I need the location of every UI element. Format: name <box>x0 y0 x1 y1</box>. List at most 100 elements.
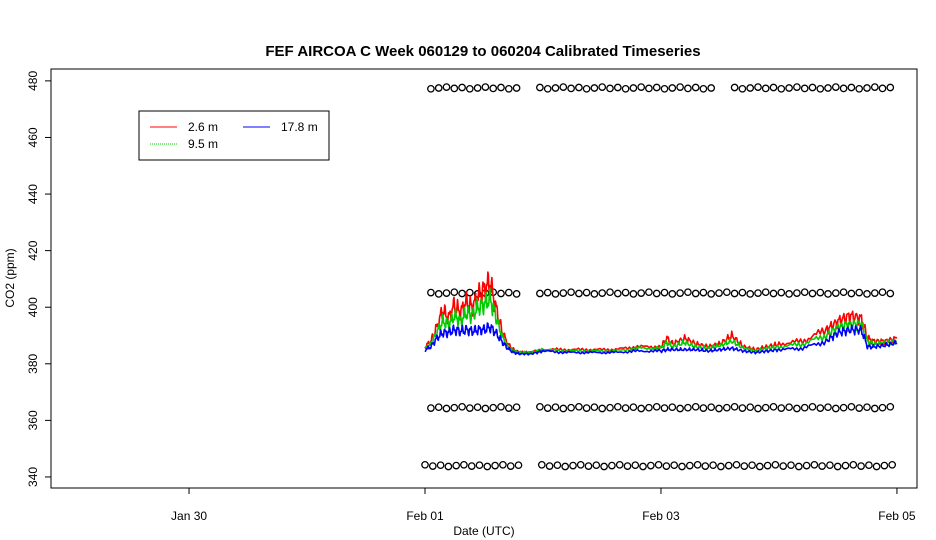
calibration-point <box>504 84 513 93</box>
calibration-point <box>754 404 762 413</box>
calibration-point <box>645 403 653 412</box>
calibration-point <box>771 460 780 469</box>
calibration-point <box>536 83 544 92</box>
calibration-point <box>450 288 459 297</box>
calibration-point <box>427 288 435 297</box>
calibration-point <box>512 290 521 298</box>
calibration-point <box>746 403 755 412</box>
calibration-point <box>818 462 826 470</box>
calibration-point <box>536 402 544 411</box>
calibration-point <box>878 84 887 93</box>
calibration-point <box>839 288 848 297</box>
y-tick-label: 380 <box>26 353 40 373</box>
calibration-point <box>567 84 575 93</box>
calibration-point <box>460 460 468 469</box>
calibration-point <box>592 461 601 470</box>
y-tick-label: 360 <box>26 410 40 430</box>
calibration-point <box>717 462 725 471</box>
calibration-point <box>863 403 871 412</box>
calibration-point <box>810 460 819 469</box>
calibration-point <box>629 290 638 298</box>
calibration-point <box>793 289 801 297</box>
calibration-point <box>465 404 474 412</box>
calibration-point <box>802 461 811 470</box>
calibration-point <box>849 460 858 469</box>
calibration-point <box>465 84 474 93</box>
calibration-point <box>676 404 684 413</box>
calibration-point <box>793 83 801 91</box>
calibration-point <box>434 84 443 92</box>
calibration-point <box>808 83 817 92</box>
calibration-point <box>691 402 700 411</box>
calibration-point <box>514 461 523 470</box>
calibration-point <box>442 83 451 91</box>
calibration-point <box>857 462 865 470</box>
calibration-point <box>590 84 599 92</box>
calibration-point <box>590 290 599 298</box>
calibration-point <box>709 461 717 470</box>
calibration-point <box>536 289 544 298</box>
calibration-point <box>769 289 778 298</box>
y-tick-label: 340 <box>26 467 40 487</box>
calibration-point <box>746 84 755 92</box>
calibration-point <box>777 404 786 412</box>
calibration-point <box>808 289 817 298</box>
calibration-point <box>878 288 887 297</box>
calibration-point <box>886 83 895 92</box>
calibration-point <box>615 460 624 469</box>
calibration-point <box>800 288 809 297</box>
calibration-point <box>467 462 476 470</box>
calibration-point <box>715 289 723 297</box>
calibration-point <box>886 402 895 411</box>
calibration-point <box>652 83 661 92</box>
x-axis: Jan 30 Feb 01 Feb 03 Feb 05 <box>171 488 916 523</box>
calibration-point <box>559 404 568 413</box>
y-axis: 340 360 380 400 420 440 460 480 <box>26 71 51 487</box>
calibration-point <box>847 402 856 411</box>
calibration-point <box>865 461 873 470</box>
calibration-point <box>779 462 788 470</box>
calibration-point <box>600 462 608 471</box>
y-tick-label: 440 <box>26 184 40 204</box>
calibration-point <box>621 404 630 412</box>
calibration-point <box>582 288 591 297</box>
calibration-point <box>576 460 585 469</box>
calibration-point <box>561 462 570 471</box>
calibration-point <box>707 290 716 298</box>
legend: 2.6 m 9.5 m 17.8 m <box>138 110 330 161</box>
calibration-point <box>668 290 677 298</box>
calibration-point <box>489 403 498 412</box>
calibration-point <box>613 289 622 298</box>
calibration-point <box>660 404 669 412</box>
calibration-point <box>870 83 879 91</box>
x-tick-label: Feb 05 <box>878 509 916 523</box>
calibration-point <box>553 461 562 470</box>
calibration-point <box>450 84 459 93</box>
calibration-point <box>567 288 575 297</box>
series-line-9.5m <box>424 287 897 355</box>
calibration-point <box>831 404 840 413</box>
calibration-point <box>794 462 803 471</box>
calibration-point <box>646 461 655 470</box>
calibration-point <box>584 462 593 470</box>
calibration-point <box>452 461 461 470</box>
calibration-point <box>543 288 552 297</box>
calibration-point <box>606 288 614 297</box>
calibration-point <box>660 288 669 297</box>
calibration-point <box>629 403 638 412</box>
calibration-point <box>754 289 762 297</box>
calibration-point <box>824 84 832 92</box>
calibration-point <box>824 403 832 412</box>
calibration-point <box>623 462 632 470</box>
x-tick-label: Feb 01 <box>406 509 444 523</box>
calibration-point <box>637 289 646 297</box>
calibration-point <box>575 83 583 92</box>
calibration-point <box>608 461 616 470</box>
calibration-point <box>504 404 513 412</box>
calibration-point <box>738 404 747 412</box>
calibration-point <box>489 84 498 93</box>
calibration-point <box>427 404 435 412</box>
calibration-point <box>606 84 614 93</box>
calibration-point <box>715 404 723 413</box>
calibration-point <box>606 403 614 412</box>
